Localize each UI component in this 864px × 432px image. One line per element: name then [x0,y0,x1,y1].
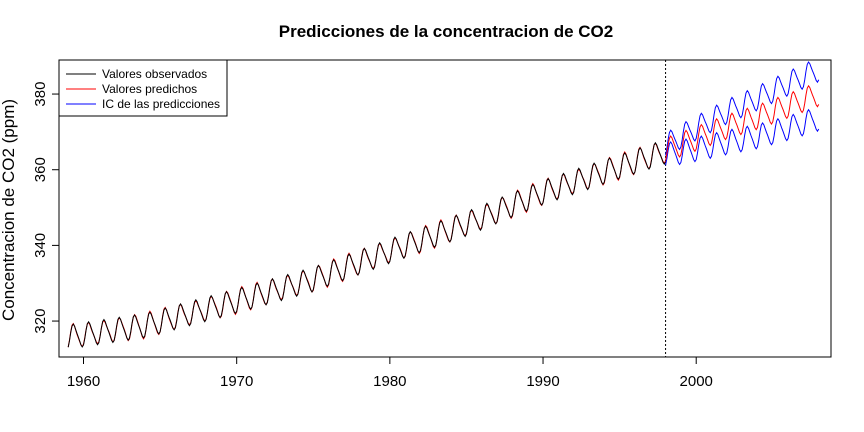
legend-label-observed: Valores observados [102,67,207,81]
x-tick-label-1990: 1990 [526,373,559,390]
interval-lower-line [665,108,820,166]
legend-box [58,59,228,117]
interval-upper-line [665,61,820,156]
y-axis-label: Concentracion de CO2 (ppm) [0,99,18,321]
predicted-line [665,84,820,161]
plot-frame [58,59,832,358]
observed-line [67,141,667,348]
chart-title: Predicciones de la concentracion de CO2 [279,22,613,41]
x-axis: 1960 1970 1980 1990 2000 [67,357,713,390]
legend: Valores observados Valores predichos IC … [58,59,228,117]
x-tick-label-2000: 2000 [680,373,713,390]
x-tick-label-1970: 1970 [220,373,253,390]
y-axis: 320 340 360 380 [32,82,59,334]
legend-label-interval: IC de las predicciones [102,97,220,111]
x-tick-label-1960: 1960 [67,373,100,390]
x-tick-label-1980: 1980 [373,373,406,390]
y-tick-label-340: 340 [32,233,49,258]
series-layer [67,61,820,348]
legend-label-predicted: Valores predichos [102,82,197,96]
y-tick-label-380: 380 [32,82,49,107]
fitted-line [67,142,666,348]
y-tick-label-360: 360 [32,157,49,182]
y-tick-label-320: 320 [32,309,49,334]
